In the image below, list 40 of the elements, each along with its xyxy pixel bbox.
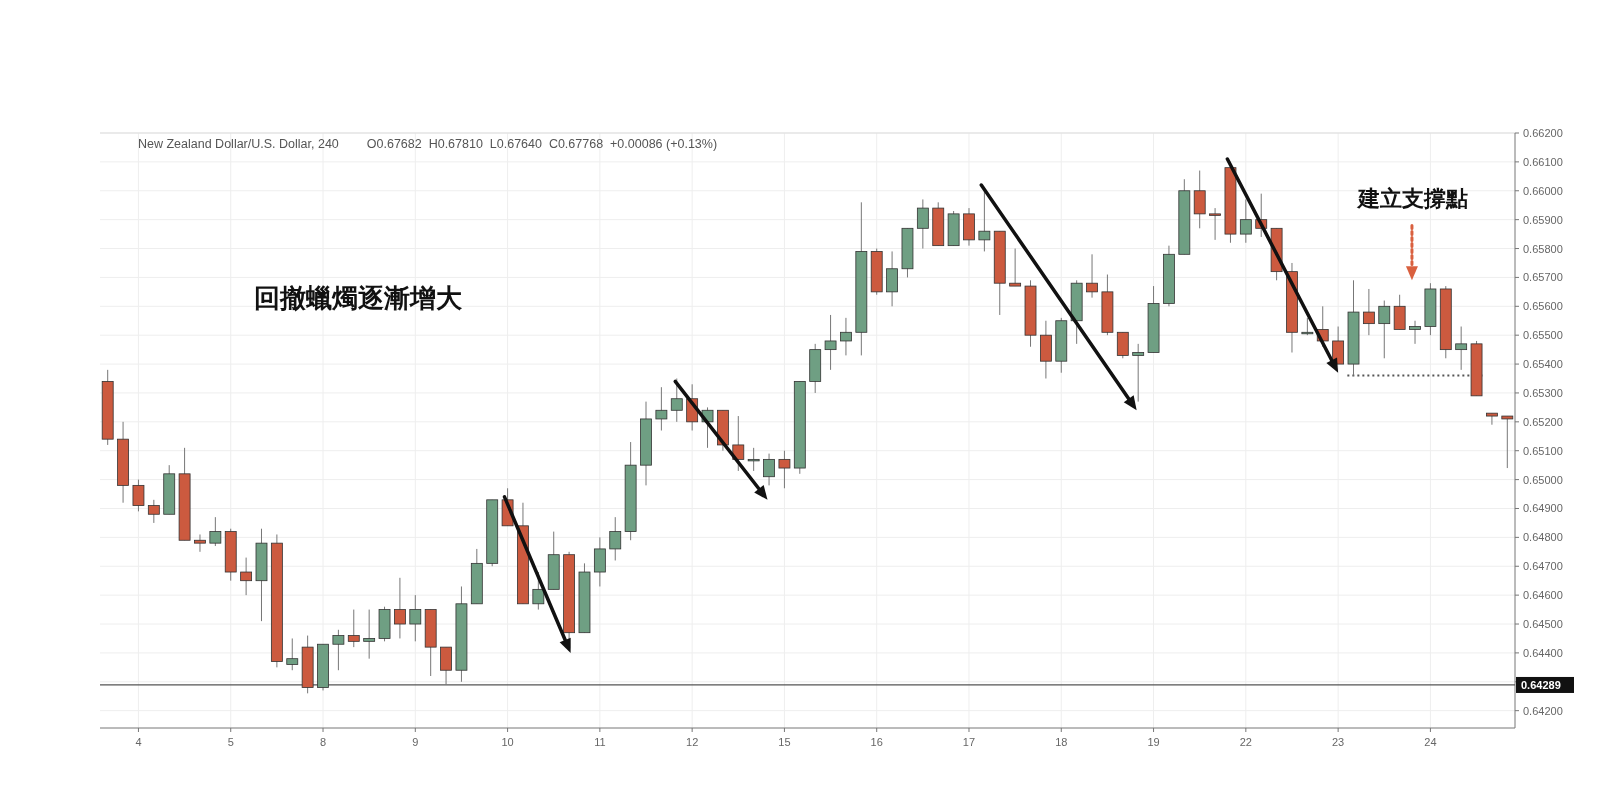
annotation: 回撤蠟燭逐漸增大	[254, 283, 463, 313]
y-tick-label: 0.64500	[1523, 618, 1563, 631]
chart-title: New Zealand Dollar/U.S. Dollar, 240	[138, 137, 339, 151]
x-tick-label: 5	[227, 736, 234, 748]
x-tick-label: 10	[501, 736, 514, 748]
y-tick-label: 0.65900	[1523, 213, 1563, 226]
x-tick-label: 18	[1055, 736, 1068, 748]
y-tick-label: 0.65200	[1523, 415, 1563, 428]
x-tick-label: 24	[1424, 736, 1437, 748]
x-tick-label: 15	[778, 736, 791, 748]
chart-subtitle: O0.67682 H0.67810 L0.67640 C0.67768 +0.00086 (+0.13%)	[366, 137, 718, 151]
y-tick-label: 0.66000	[1523, 184, 1563, 197]
x-tick-label: 19	[1147, 736, 1160, 748]
x-tick-label: 4	[135, 736, 142, 748]
x-tick-label: 22	[1239, 736, 1252, 748]
y-tick-label: 0.65700	[1523, 271, 1563, 284]
ref-line-label: 0.64289	[1521, 678, 1561, 691]
y-tick-label: 0.64400	[1523, 646, 1563, 659]
x-tick-label: 17	[962, 736, 976, 748]
annotation: 建立支撐點	[1356, 186, 1468, 211]
x-tick-label: 16	[870, 736, 883, 748]
x-tick-label: 11	[594, 736, 606, 748]
y-tick-label: 0.64900	[1523, 502, 1563, 515]
y-tick-label: 0.65400	[1523, 358, 1563, 371]
y-tick-label: 0.66200	[1523, 127, 1563, 139]
y-tick-label: 0.65000	[1523, 473, 1563, 486]
y-tick-label: 0.64600	[1523, 589, 1563, 602]
x-tick-label: 8	[319, 736, 327, 748]
y-tick-label: 0.65600	[1523, 300, 1563, 313]
y-tick-label: 0.65300	[1523, 386, 1563, 399]
x-tick-label: 12	[686, 736, 699, 748]
y-tick-label: 0.66100	[1523, 155, 1563, 168]
y-tick-label: 0.65100	[1523, 444, 1563, 457]
y-tick-label: 0.65800	[1523, 242, 1563, 255]
y-tick-label: 0.64800	[1523, 531, 1563, 544]
y-tick-label: 0.65500	[1523, 329, 1563, 342]
x-tick-label: 9	[412, 736, 419, 748]
x-tick-label: 23	[1332, 736, 1345, 748]
y-tick-label: 0.64700	[1523, 560, 1563, 573]
y-tick-label: 0.64200	[1523, 704, 1563, 717]
